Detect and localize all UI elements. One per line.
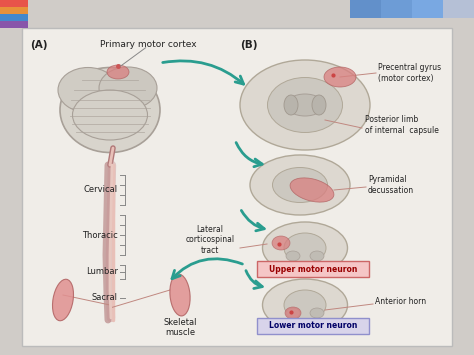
Ellipse shape bbox=[263, 222, 347, 274]
Ellipse shape bbox=[284, 233, 326, 263]
Ellipse shape bbox=[286, 251, 300, 261]
Bar bbox=[0, 14, 28, 21]
FancyBboxPatch shape bbox=[257, 318, 369, 334]
Text: Posterior limb
of internal  capsule: Posterior limb of internal capsule bbox=[365, 115, 439, 135]
Ellipse shape bbox=[310, 251, 324, 261]
Text: Cervical: Cervical bbox=[84, 186, 118, 195]
Ellipse shape bbox=[263, 279, 347, 331]
Text: Primary motor cortex: Primary motor cortex bbox=[100, 40, 196, 49]
Ellipse shape bbox=[273, 168, 328, 202]
Ellipse shape bbox=[312, 95, 326, 115]
FancyBboxPatch shape bbox=[257, 261, 369, 277]
Text: Lower motor neuron: Lower motor neuron bbox=[269, 322, 357, 331]
Bar bbox=[22, 28, 452, 346]
Text: Anterior horn: Anterior horn bbox=[375, 297, 426, 306]
Ellipse shape bbox=[285, 307, 301, 319]
Text: Lateral
corticospinal
tract: Lateral corticospinal tract bbox=[185, 225, 235, 255]
Ellipse shape bbox=[284, 95, 298, 115]
Ellipse shape bbox=[60, 67, 160, 153]
Bar bbox=[381, 0, 412, 18]
Ellipse shape bbox=[73, 90, 147, 140]
Text: Skeletal
muscle: Skeletal muscle bbox=[163, 318, 197, 337]
Text: Sacral: Sacral bbox=[92, 294, 118, 302]
Ellipse shape bbox=[58, 67, 118, 113]
Ellipse shape bbox=[170, 274, 190, 316]
Bar bbox=[443, 0, 474, 18]
Text: (A): (A) bbox=[30, 40, 47, 50]
Ellipse shape bbox=[250, 155, 350, 215]
Ellipse shape bbox=[240, 60, 370, 150]
Bar bbox=[412, 0, 443, 18]
Bar bbox=[0, 21, 28, 28]
Ellipse shape bbox=[267, 77, 343, 132]
Bar bbox=[0, 0, 28, 7]
Ellipse shape bbox=[286, 94, 324, 116]
Ellipse shape bbox=[324, 67, 356, 87]
Text: Precentral gyrus
(motor cortex): Precentral gyrus (motor cortex) bbox=[378, 63, 441, 83]
Ellipse shape bbox=[284, 290, 326, 320]
Text: (B): (B) bbox=[240, 40, 257, 50]
Bar bbox=[350, 0, 381, 18]
Ellipse shape bbox=[286, 308, 300, 318]
Ellipse shape bbox=[99, 67, 157, 109]
Text: Upper motor neuron: Upper motor neuron bbox=[269, 264, 357, 273]
Text: Pyramidal
decussation: Pyramidal decussation bbox=[368, 175, 414, 195]
Text: Lumbar: Lumbar bbox=[86, 267, 118, 275]
Ellipse shape bbox=[290, 178, 334, 202]
Text: Thoracic: Thoracic bbox=[82, 230, 118, 240]
Ellipse shape bbox=[107, 65, 129, 79]
Ellipse shape bbox=[272, 236, 290, 250]
Ellipse shape bbox=[53, 279, 73, 321]
Bar bbox=[0, 7, 28, 14]
Ellipse shape bbox=[310, 308, 324, 318]
